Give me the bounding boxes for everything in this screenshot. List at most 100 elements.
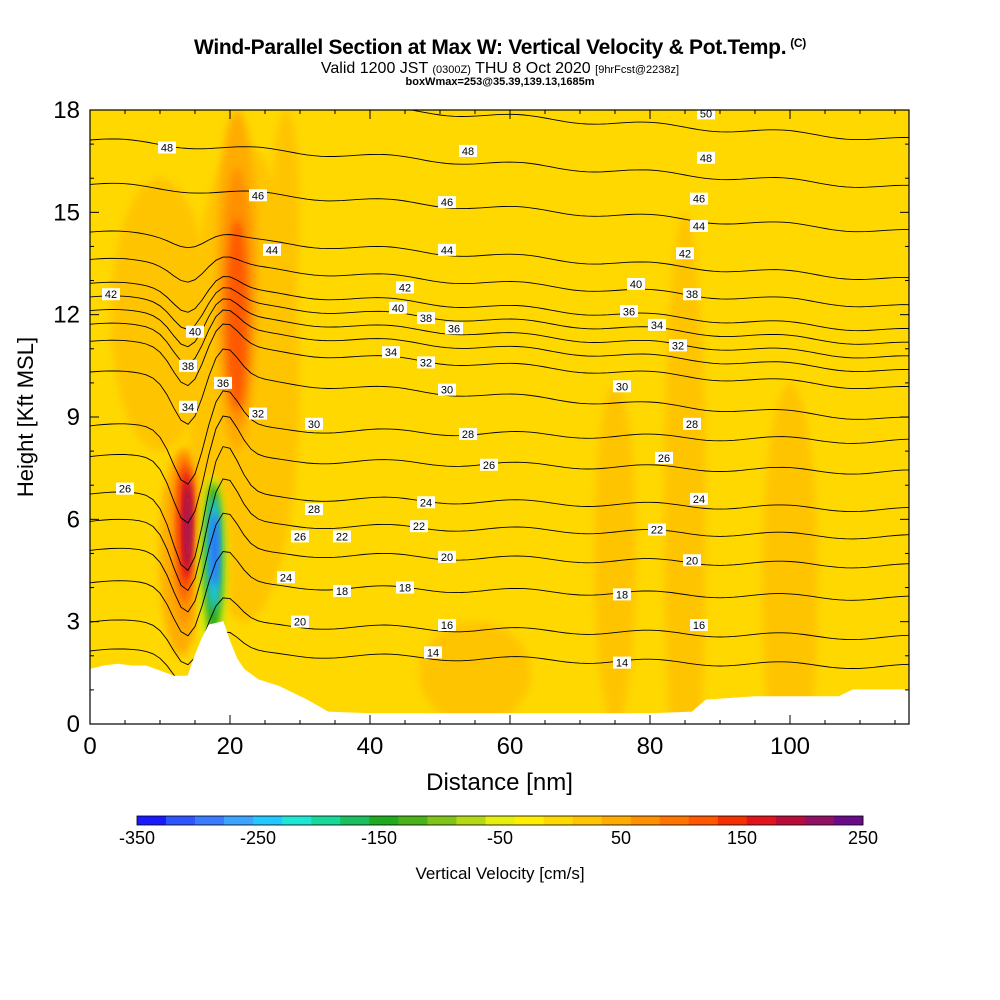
svg-text:34: 34 xyxy=(651,320,663,332)
contour-label-51: 16 xyxy=(690,619,708,632)
colorbar-swatch-1 xyxy=(166,816,196,825)
y-tick-label-15: 15 xyxy=(53,199,80,226)
contour-label-18: 48 xyxy=(459,144,477,158)
velocity-cell-2 xyxy=(594,382,636,724)
colorbar-swatch-9 xyxy=(398,816,428,825)
x-tick-label-60: 60 xyxy=(497,733,524,760)
velocity-cell-6 xyxy=(272,110,300,315)
theta-contour-34 xyxy=(90,309,909,373)
svg-text:30: 30 xyxy=(616,381,628,393)
contour-label-1: 46 xyxy=(249,189,267,202)
velocity-cell-11 xyxy=(226,219,248,411)
theta-contour-20 xyxy=(90,512,909,613)
svg-text:26: 26 xyxy=(483,460,495,472)
contour-label-41: 26 xyxy=(655,451,673,465)
theta-contour-40 xyxy=(90,276,909,332)
contour-label-30: 36 xyxy=(445,322,463,335)
colorbar-swatch-19 xyxy=(688,816,719,825)
contour-label-23: 44 xyxy=(690,219,708,233)
theta-contour-30 xyxy=(90,348,909,425)
theta-contour-32 xyxy=(90,323,909,390)
contour-label-7: 34 xyxy=(179,400,197,414)
y-tick-label-18: 18 xyxy=(53,97,80,124)
colorbar-tick-2: -150 xyxy=(361,828,397,848)
y-tick-label-0: 0 xyxy=(67,711,80,738)
contour-label-38: 28 xyxy=(459,428,477,441)
colorbar-swatch-14 xyxy=(543,816,573,825)
svg-text:46: 46 xyxy=(252,190,264,202)
colorbar-tick-4: 50 xyxy=(611,828,631,848)
svg-text:30: 30 xyxy=(308,419,320,431)
svg-text:28: 28 xyxy=(462,429,474,441)
colorbar-tick-6: 250 xyxy=(848,828,878,848)
svg-text:46: 46 xyxy=(693,194,705,206)
contour-label-46: 20 xyxy=(438,550,456,564)
velocity-cell-18 xyxy=(211,512,219,588)
theta-contour-44 xyxy=(90,230,909,280)
theta-contour-16 xyxy=(90,597,909,666)
svg-text:48: 48 xyxy=(462,146,474,158)
colorbar-swatch-5 xyxy=(282,816,312,825)
contour-label-43: 24 xyxy=(690,492,708,506)
svg-text:26: 26 xyxy=(294,531,306,543)
colorbar-label: Vertical Velocity [cm/s] xyxy=(415,864,585,883)
contour-label-10: 26 xyxy=(116,482,134,496)
subtitle-utc: (0300Z) xyxy=(432,64,471,76)
colorbar-swatch-16 xyxy=(601,816,631,825)
contour-label-26: 40 xyxy=(389,301,407,315)
svg-text:48: 48 xyxy=(161,143,173,155)
contour-label-25: 42 xyxy=(676,247,694,260)
contour-label-3: 42 xyxy=(102,288,120,301)
contour-label-35: 32 xyxy=(669,339,687,352)
svg-text:18: 18 xyxy=(336,586,348,598)
contour-label-53: 14 xyxy=(613,656,631,670)
svg-text:16: 16 xyxy=(441,620,453,632)
svg-text:18: 18 xyxy=(399,583,411,595)
theta-contour-46 xyxy=(90,182,909,233)
colorbar-swatch-2 xyxy=(195,816,225,825)
svg-text:20: 20 xyxy=(294,617,306,629)
colorbar-tick-5: 150 xyxy=(727,828,757,848)
contour-label-15: 18 xyxy=(333,584,351,598)
chart-subtitle-2: boxWmax=253@35.39,139.13,1685m xyxy=(405,76,595,88)
contour-label-11: 28 xyxy=(305,503,323,516)
chart-title: Wind-Parallel Section at Max W: Vertical… xyxy=(194,36,806,59)
svg-text:48: 48 xyxy=(700,153,712,165)
svg-text:24: 24 xyxy=(420,497,432,509)
svg-text:22: 22 xyxy=(336,531,348,543)
colorbar-swatch-10 xyxy=(427,816,457,825)
colorbar-swatch-0 xyxy=(137,816,167,825)
svg-text:22: 22 xyxy=(413,521,425,533)
contour-label-40: 26 xyxy=(480,458,498,472)
svg-text:16: 16 xyxy=(693,620,705,632)
svg-text:34: 34 xyxy=(385,347,397,359)
svg-text:26: 26 xyxy=(658,453,670,465)
colorbar-swatch-4 xyxy=(253,816,283,825)
colorbar-tick-0: -350 xyxy=(119,828,155,848)
contour-label-9: 30 xyxy=(305,417,323,431)
colorbar-swatch-22 xyxy=(775,816,806,825)
terrain-mask xyxy=(89,621,910,725)
contour-label-37: 30 xyxy=(613,380,631,393)
theta-contour-48 xyxy=(90,138,909,188)
svg-text:50: 50 xyxy=(700,108,712,120)
svg-text:44: 44 xyxy=(693,221,705,233)
svg-text:42: 42 xyxy=(679,248,691,260)
svg-text:34: 34 xyxy=(182,402,194,414)
colorbar-swatch-21 xyxy=(746,816,777,825)
contour-label-6: 36 xyxy=(214,376,232,390)
theta-contour-26 xyxy=(90,415,909,524)
svg-text:42: 42 xyxy=(105,289,117,301)
contour-label-32: 34 xyxy=(382,346,400,359)
contour-label-22: 44 xyxy=(438,243,456,257)
theta-contour-42 xyxy=(90,256,909,308)
contour-label-21: 46 xyxy=(690,192,708,206)
svg-text:32: 32 xyxy=(420,357,432,369)
svg-text:20: 20 xyxy=(686,555,698,567)
y-tick-label-9: 9 xyxy=(67,404,80,431)
chart-subtitle: Valid 1200 JST (0300Z) THU 8 Oct 2020 [9… xyxy=(320,60,680,77)
svg-text:46: 46 xyxy=(441,197,453,209)
svg-text:14: 14 xyxy=(427,647,439,659)
